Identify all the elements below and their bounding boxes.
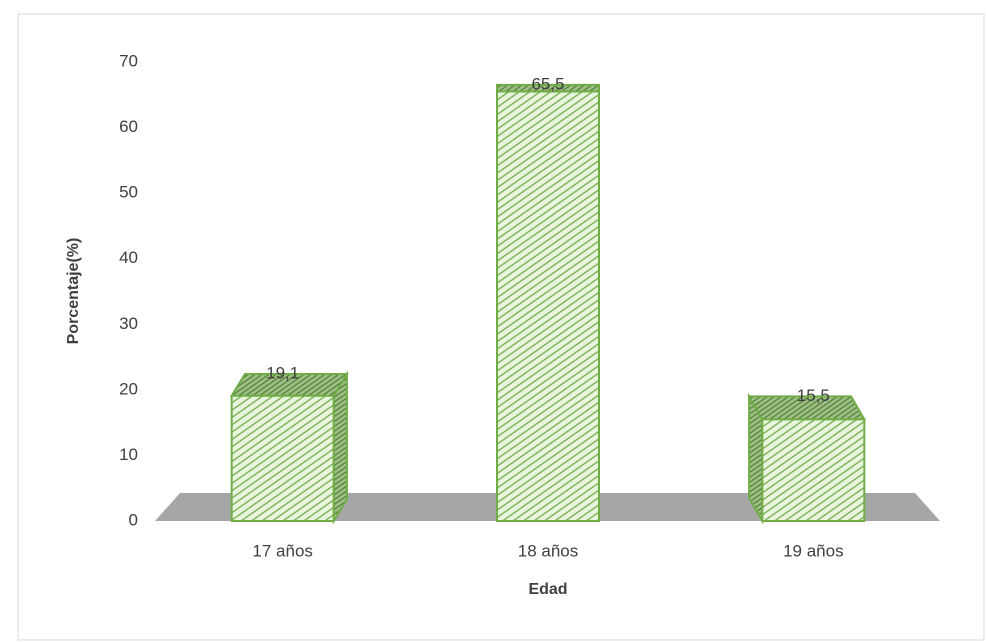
x-axis-label: Edad bbox=[528, 581, 567, 598]
data-label: 65,5 bbox=[531, 74, 564, 93]
bar bbox=[496, 90, 600, 522]
data-label: 15,5 bbox=[797, 386, 830, 405]
y-tick-label: 70 bbox=[119, 51, 138, 70]
y-tick-label: 40 bbox=[119, 248, 138, 267]
y-tick-label: 0 bbox=[129, 510, 138, 529]
y-tick-label: 20 bbox=[119, 379, 138, 398]
y-axis-label: Porcentaje(%) bbox=[65, 238, 82, 345]
bar-3d bbox=[747, 392, 867, 525]
y-tick-label: 30 bbox=[119, 314, 138, 333]
bar bbox=[761, 418, 866, 522]
bar bbox=[230, 394, 335, 523]
y-tick-label: 50 bbox=[119, 183, 138, 202]
x-tick-label: 19 años bbox=[783, 541, 844, 560]
x-tick-label: 18 años bbox=[518, 541, 579, 560]
bar-side bbox=[332, 370, 348, 525]
data-label: 19,1 bbox=[266, 363, 299, 382]
y-tick-label: 10 bbox=[119, 445, 138, 464]
y-tick-label: 60 bbox=[119, 117, 138, 136]
bar-3d bbox=[229, 370, 349, 525]
bar-3d bbox=[496, 83, 600, 522]
x-tick-label: 17 años bbox=[252, 541, 313, 560]
